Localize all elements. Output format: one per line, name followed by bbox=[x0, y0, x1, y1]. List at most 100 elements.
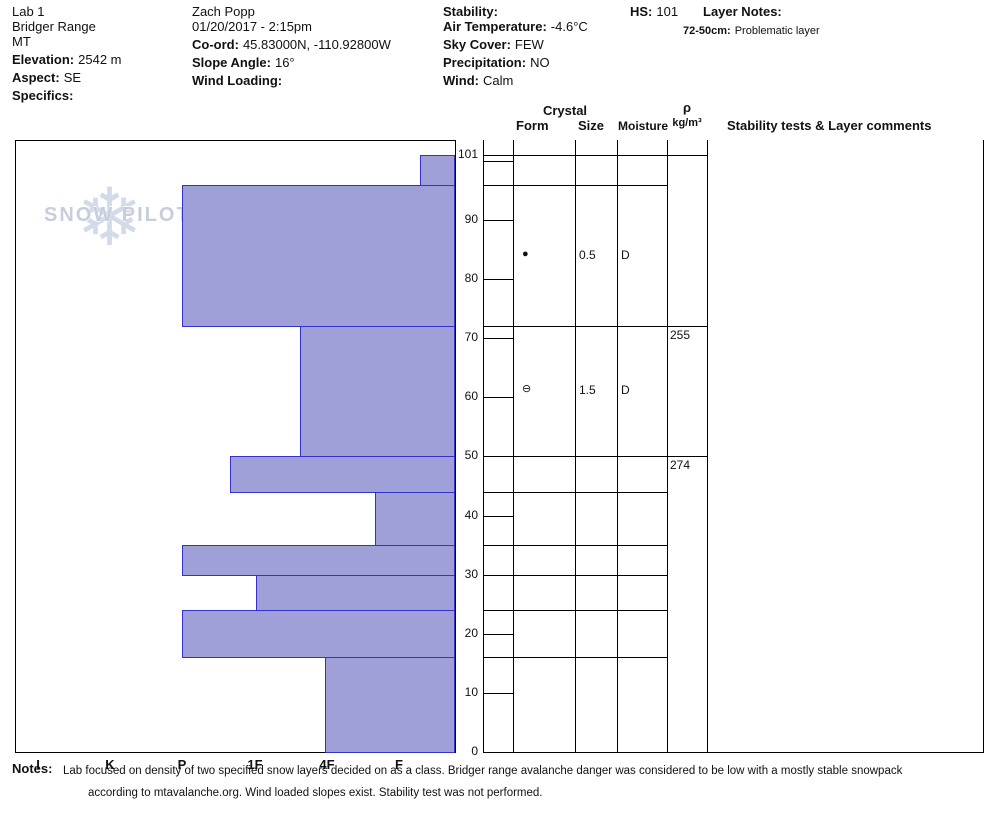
density-row-line bbox=[667, 456, 707, 457]
snowpilot-logo: ❄ SNOW PILOT bbox=[42, 178, 202, 274]
depth-tick-line bbox=[483, 516, 513, 517]
depth-tick-line bbox=[483, 338, 513, 339]
depth-axis-label: 20 bbox=[464, 626, 478, 640]
layer-note-text: Problematic layer bbox=[734, 25, 820, 37]
size-column-header: Size bbox=[578, 118, 605, 133]
moisture-value: D bbox=[621, 383, 630, 397]
hardness-axis-label: K bbox=[105, 757, 115, 772]
elevation-row: Elevation: 2542 m bbox=[12, 53, 122, 67]
depth-axis-label: 40 bbox=[464, 508, 478, 522]
air-temp-label: Air Temperature: bbox=[443, 19, 547, 34]
crystal-form-symbol: ⊖ bbox=[522, 383, 532, 395]
depth-tick-line bbox=[483, 397, 513, 398]
crystal-size-value: 0.5 bbox=[579, 247, 596, 262]
wind-loading-row: Wind Loading: bbox=[192, 74, 286, 88]
snow-layer-bar bbox=[182, 545, 455, 576]
snow-layer-bar bbox=[230, 456, 455, 493]
table-column-line bbox=[617, 140, 618, 753]
hardness-axis-label: P bbox=[177, 757, 187, 772]
wind-label: Wind: bbox=[443, 73, 479, 88]
precipitation-value: NO bbox=[530, 55, 550, 70]
hardness-axis-label: I bbox=[36, 757, 40, 772]
layer-row-line bbox=[483, 185, 667, 186]
wind-loading-label: Wind Loading: bbox=[192, 73, 283, 88]
table-column-line bbox=[575, 140, 576, 753]
wind-value: Calm bbox=[482, 73, 514, 88]
snow-layer-bar bbox=[182, 185, 455, 327]
specifics-label: Specifics: bbox=[12, 88, 74, 103]
depth-axis-label: 70 bbox=[464, 330, 478, 344]
depth-axis-label: 80 bbox=[464, 271, 478, 285]
snow-layer-bar bbox=[300, 326, 455, 457]
hardness-axis-label: 1F bbox=[247, 757, 263, 772]
air-temp-row: Air Temperature: -4.6°C bbox=[443, 20, 588, 34]
moisture-column-header: Moisture bbox=[618, 119, 669, 133]
snow-height-row: HS: 101 bbox=[630, 5, 678, 19]
precipitation-label: Precipitation: bbox=[443, 55, 527, 70]
notes-line-2: according to mtavalanche.org. Wind loade… bbox=[88, 787, 543, 799]
depth-axis-label: 30 bbox=[464, 567, 478, 581]
observer-name: Zach Popp bbox=[192, 4, 255, 19]
slope-angle-value: 16° bbox=[274, 55, 295, 70]
state: MT bbox=[12, 34, 31, 49]
depth-tick-line bbox=[483, 279, 513, 280]
coordinates-value: 45.83000N, -110.92800W bbox=[242, 37, 391, 52]
aspect-value: SE bbox=[63, 70, 82, 85]
layer-row-line bbox=[483, 326, 667, 327]
crystal-column-header: Crystal bbox=[542, 103, 588, 118]
layer-row-line bbox=[483, 657, 667, 658]
density-unit-header: kg/m³ bbox=[672, 117, 702, 129]
depth-axis-label: 101 bbox=[457, 147, 478, 161]
snow-layer-bar bbox=[375, 492, 455, 546]
notes-label: Notes: bbox=[12, 761, 53, 776]
observation-datetime: 01/20/2017 - 2:15pm bbox=[192, 19, 312, 34]
crystal-size-value: 1.5 bbox=[579, 383, 596, 397]
layer-note-item: 72-50cm: Problematic layer bbox=[683, 24, 820, 38]
depth-tick-line bbox=[483, 575, 513, 576]
depth-axis-label: 0 bbox=[471, 744, 478, 758]
density-symbol-header: ρ bbox=[682, 100, 692, 115]
density-row-line bbox=[667, 155, 707, 156]
hardness-axis-label: 4F bbox=[319, 757, 335, 772]
mountain-range: Bridger Range bbox=[12, 19, 96, 34]
specifics-row: Specifics: bbox=[12, 89, 77, 103]
hardness-axis-label: F bbox=[395, 757, 403, 772]
snow-layer-bar bbox=[420, 155, 455, 186]
snow-layer-bar bbox=[256, 575, 455, 611]
moisture-value: D bbox=[621, 247, 630, 262]
layer-row-line bbox=[483, 752, 667, 753]
layer-row-line bbox=[483, 575, 667, 576]
snow-layer-bar bbox=[325, 657, 455, 753]
slope-angle-row: Slope Angle: 16° bbox=[192, 56, 295, 70]
crystal-form-symbol: ● bbox=[522, 247, 529, 260]
layer-notes-label: Layer Notes: bbox=[703, 4, 782, 19]
layer-row-line bbox=[483, 456, 667, 457]
depth-axis-label: 60 bbox=[464, 389, 478, 403]
density-value: 274 bbox=[670, 458, 691, 472]
snow-layer-bar bbox=[182, 610, 455, 658]
depth-tick-line bbox=[483, 693, 513, 694]
depth-axis-label: 50 bbox=[464, 448, 478, 462]
depth-tick-line bbox=[483, 220, 513, 221]
coordinates-row: Co-ord: 45.83000N, -110.92800W bbox=[192, 38, 391, 52]
depth-axis-label: 10 bbox=[464, 685, 478, 699]
slope-angle-label: Slope Angle: bbox=[192, 55, 271, 70]
density-row-line bbox=[667, 752, 707, 753]
table-column-line bbox=[667, 140, 668, 753]
table-column-line bbox=[983, 140, 984, 753]
elevation-label: Elevation: bbox=[12, 52, 75, 67]
logo-text: SNOW PILOT bbox=[44, 204, 191, 226]
hardness-chart-frame bbox=[15, 140, 456, 753]
table-column-line bbox=[483, 140, 484, 753]
sky-cover-row: Sky Cover: FEW bbox=[443, 38, 544, 52]
layer-note-range: 72-50cm: bbox=[683, 25, 731, 37]
depth-tick-line bbox=[483, 161, 513, 162]
coordinates-label: Co-ord: bbox=[192, 37, 239, 52]
wind-row: Wind: Calm bbox=[443, 74, 513, 88]
stability-label: Stability: bbox=[443, 4, 498, 19]
snow-height-label: HS: bbox=[630, 4, 653, 19]
layer-row-line bbox=[483, 610, 667, 611]
layer-row-line bbox=[483, 155, 667, 156]
